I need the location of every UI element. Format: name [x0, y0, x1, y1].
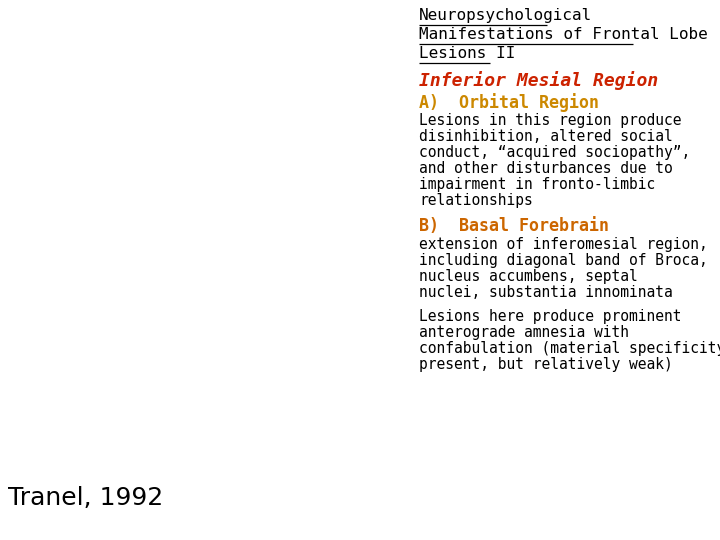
Text: anterograde amnesia with: anterograde amnesia with [419, 325, 629, 340]
Text: B)  Basal Forebrain: B) Basal Forebrain [419, 217, 609, 235]
Text: relationships: relationships [419, 193, 533, 208]
Text: nuclei, substantia innominata: nuclei, substantia innominata [419, 285, 672, 300]
Text: Manifestations of Frontal Lobe: Manifestations of Frontal Lobe [419, 27, 708, 42]
Text: Lesions here produce prominent: Lesions here produce prominent [419, 309, 682, 324]
Text: extension of inferomesial region,: extension of inferomesial region, [419, 237, 708, 252]
Text: impairment in fronto-limbic: impairment in fronto-limbic [419, 177, 655, 192]
Text: Lesions in this region produce: Lesions in this region produce [419, 113, 682, 128]
Text: Tranel, 1992: Tranel, 1992 [8, 486, 163, 510]
Text: Inferior Mesial Region: Inferior Mesial Region [419, 71, 658, 90]
Text: A)  Orbital Region: A) Orbital Region [419, 93, 599, 112]
Text: Neuropsychological: Neuropsychological [419, 8, 593, 23]
Text: confabulation (material specificity: confabulation (material specificity [419, 341, 720, 356]
Text: present, but relatively weak): present, but relatively weak) [419, 357, 672, 372]
Text: conduct, “acquired sociopathy”,: conduct, “acquired sociopathy”, [419, 145, 690, 160]
Text: disinhibition, altered social: disinhibition, altered social [419, 129, 672, 144]
Text: Lesions II: Lesions II [419, 46, 516, 61]
Text: and other disturbances due to: and other disturbances due to [419, 161, 672, 176]
Text: including diagonal band of Broca,: including diagonal band of Broca, [419, 253, 708, 268]
Text: nucleus accumbens, septal: nucleus accumbens, septal [419, 269, 638, 284]
